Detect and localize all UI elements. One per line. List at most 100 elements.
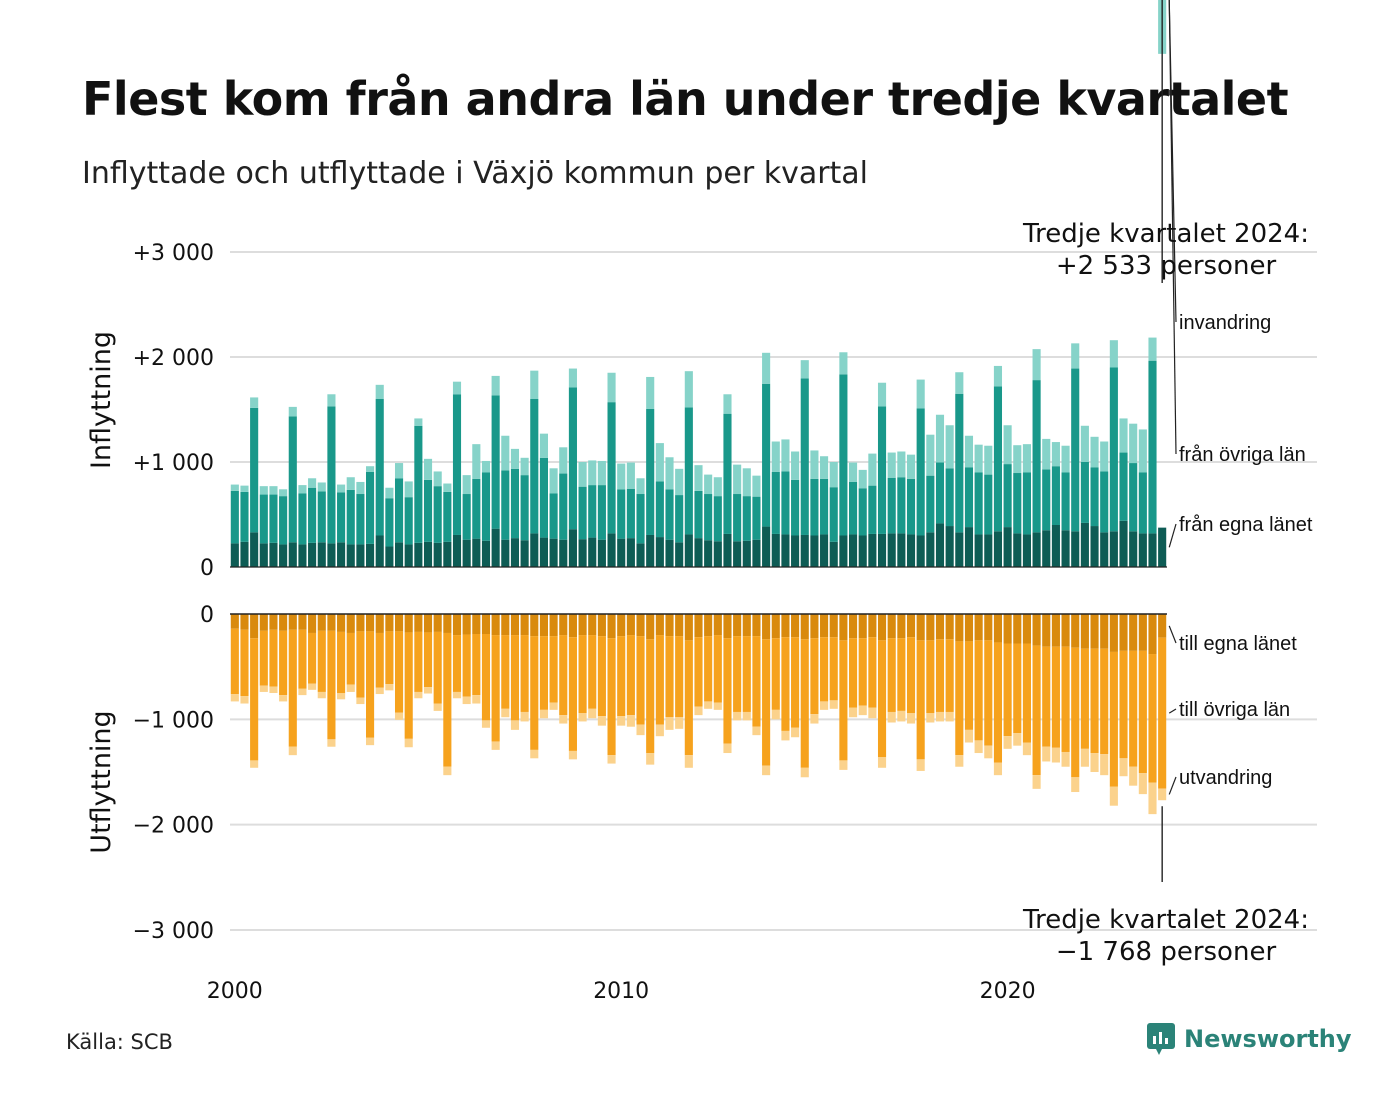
bar-out-ovriga [269,629,278,687]
bar-out-ovriga [1129,650,1138,767]
bar-out-utvandring [733,711,742,721]
bar-in-invandring [1119,418,1128,453]
bar-out-utvandring [549,702,558,710]
bar-out-utvandring [906,713,916,724]
bar-in-egna [568,529,577,567]
bar-out-ovriga [800,639,809,768]
bar-in-invandring [771,441,780,472]
bar-in-egna [723,533,732,567]
bar-in-egna [394,542,404,568]
bar-out-ovriga [588,635,597,709]
bar-in-ovriga [501,470,510,540]
bar-out-utvandring [250,760,259,768]
bar-out-utvandring [820,701,829,710]
bar-out-ovriga [1042,646,1051,747]
bar-out-utvandring [1051,747,1060,763]
bar-in-ovriga [308,487,317,543]
bar-out-ovriga [1051,646,1060,748]
bar-in-ovriga [337,492,346,543]
bar-in-ovriga [1100,471,1109,533]
bar-out-ovriga [723,638,732,744]
bar-in-ovriga [568,387,577,530]
bar-out-utvandring [491,741,500,750]
bar-in-invandring [636,478,645,495]
bar-in-invandring [414,418,423,426]
bar-out-egna [820,614,829,638]
bar-out-ovriga [462,634,471,697]
bar-out-egna [366,614,375,632]
bar-out-egna [298,614,307,630]
bar-out-egna [791,614,800,638]
bar-out-ovriga [230,628,239,695]
chart-title: Flest kom från andra län under tredje kv… [82,72,1289,126]
bar-out-egna [829,614,838,638]
bar-in-ovriga [240,491,249,542]
bar-out-ovriga [646,639,655,754]
bar-out-egna [964,614,974,642]
bar-in-egna [404,544,413,567]
bar-in-invandring [1051,442,1060,467]
bar-out-egna [539,614,548,637]
bar-out-ovriga [935,639,945,712]
bar-out-utvandring [1158,788,1167,801]
bar-out-utvandring [868,707,877,719]
bar-out-ovriga [404,632,413,739]
bar-out-ovriga [752,636,761,727]
bar-in-ovriga [800,378,809,535]
bar-out-utvandring [646,753,655,765]
bar-out-egna [1148,614,1157,655]
bar-out-egna [588,614,597,636]
bar-out-ovriga [394,631,404,713]
bar-out-utvandring [1071,777,1080,793]
bar-out-utvandring [829,700,838,709]
bar-out-ovriga [1158,637,1167,789]
series-label-leader [1168,708,1177,714]
bar-out-utvandring [356,697,365,705]
bar-in-invandring [1090,436,1099,468]
bar-in-ovriga [771,471,780,534]
bar-out-utvandring [684,755,693,768]
bar-in-ovriga [375,399,384,536]
bar-out-ovriga [945,639,954,712]
bar-in-invandring [578,462,587,487]
bar-in-ovriga [269,494,278,543]
bar-in-egna [279,544,288,567]
bar-in-invandring [906,454,916,479]
bar-out-egna [607,614,616,639]
bar-in-ovriga [810,478,819,536]
bar-out-ovriga [713,635,722,703]
bar-out-ovriga [1080,648,1089,749]
bar-out-utvandring [346,684,355,692]
bar-out-ovriga [1090,648,1099,754]
bar-out-ovriga [771,638,780,710]
bar-out-egna [955,614,964,642]
bar-out-utvandring [839,760,848,770]
bar-in-invandring [993,365,1003,387]
bar-in-egna [539,537,548,567]
bar-out-egna [1100,614,1109,649]
bar-in-egna [916,535,925,567]
bar-out-ovriga [781,637,790,731]
bar-in-invandring [433,471,442,487]
bar-in-invandring [868,453,877,486]
ytick-label-top: +3 000 [133,241,214,266]
bar-in-egna [607,533,616,567]
bar-out-ovriga [423,632,433,688]
bar-in-invandring [1100,441,1109,472]
bar-in-ovriga [839,374,848,536]
bar-out-utvandring [520,711,529,722]
bar-out-egna [646,614,655,640]
bar-out-ovriga [762,639,771,766]
bar-in-egna [858,535,867,567]
bar-out-utvandring [974,740,983,754]
newsworthy-logo-icon [1147,1023,1175,1055]
bar-in-invandring [1071,343,1080,369]
bar-in-ovriga [906,478,916,535]
ytick-label-bottom: −1 000 [133,708,214,733]
bar-in-ovriga [366,471,375,544]
bar-in-egna [481,540,491,567]
bar-out-egna [617,614,626,637]
bar-in-egna [308,542,317,567]
bar-in-ovriga [414,425,423,543]
bar-in-invandring [800,360,809,379]
